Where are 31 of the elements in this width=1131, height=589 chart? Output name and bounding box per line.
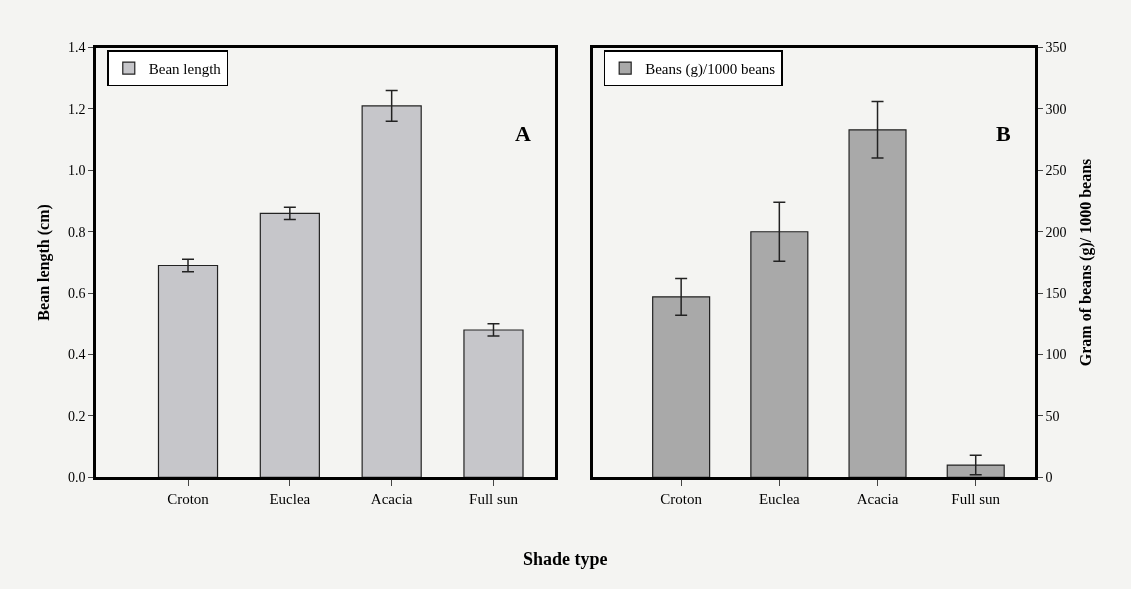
y-tick-label: 0.6 xyxy=(68,286,86,302)
y-tick-label: 350 xyxy=(1045,40,1067,56)
y-tick-label: 50 xyxy=(1045,408,1060,424)
y-axis-title: Bean length (cm) xyxy=(34,204,53,321)
x-tick-label: Croton xyxy=(167,491,210,508)
y-axis-title: Gram of beans (g)/ 1000 beans xyxy=(1077,158,1096,367)
y-tick-label: 200 xyxy=(1045,224,1067,240)
x-tick-label: Euclea xyxy=(269,491,311,508)
y-tick-label: 1.4 xyxy=(68,40,86,56)
y-tick-label: 0.0 xyxy=(68,470,86,486)
y-tick-label: 0.4 xyxy=(68,347,86,363)
x-tick-label: Full sun xyxy=(469,491,519,508)
y-tick-label: 0.2 xyxy=(68,408,86,424)
y-tick-label: 250 xyxy=(1045,163,1067,179)
y-tick-label: 300 xyxy=(1045,101,1067,117)
y-tick-label: 0.8 xyxy=(68,224,86,240)
x-axis-title: Shade type xyxy=(523,549,608,569)
y-tick-label: 100 xyxy=(1045,347,1067,363)
y-tick-label: 1.2 xyxy=(68,101,86,117)
x-tick-label: Euclea xyxy=(758,491,801,508)
y-tick-label: 0 xyxy=(1045,470,1053,486)
y-tick-label: 1.0 xyxy=(68,163,86,179)
x-tick-label: Full sun xyxy=(951,491,1001,508)
annotation: A xyxy=(515,121,531,146)
legend-label: Bean length xyxy=(148,60,222,77)
annotation: B xyxy=(996,121,1011,146)
x-tick-label: Croton xyxy=(660,491,703,508)
x-tick-label: Acacia xyxy=(856,491,899,508)
y-tick-label: 150 xyxy=(1045,286,1067,302)
legend-label: Beans (g)/1000 beans xyxy=(645,60,776,78)
x-tick-label: Acacia xyxy=(370,491,413,508)
